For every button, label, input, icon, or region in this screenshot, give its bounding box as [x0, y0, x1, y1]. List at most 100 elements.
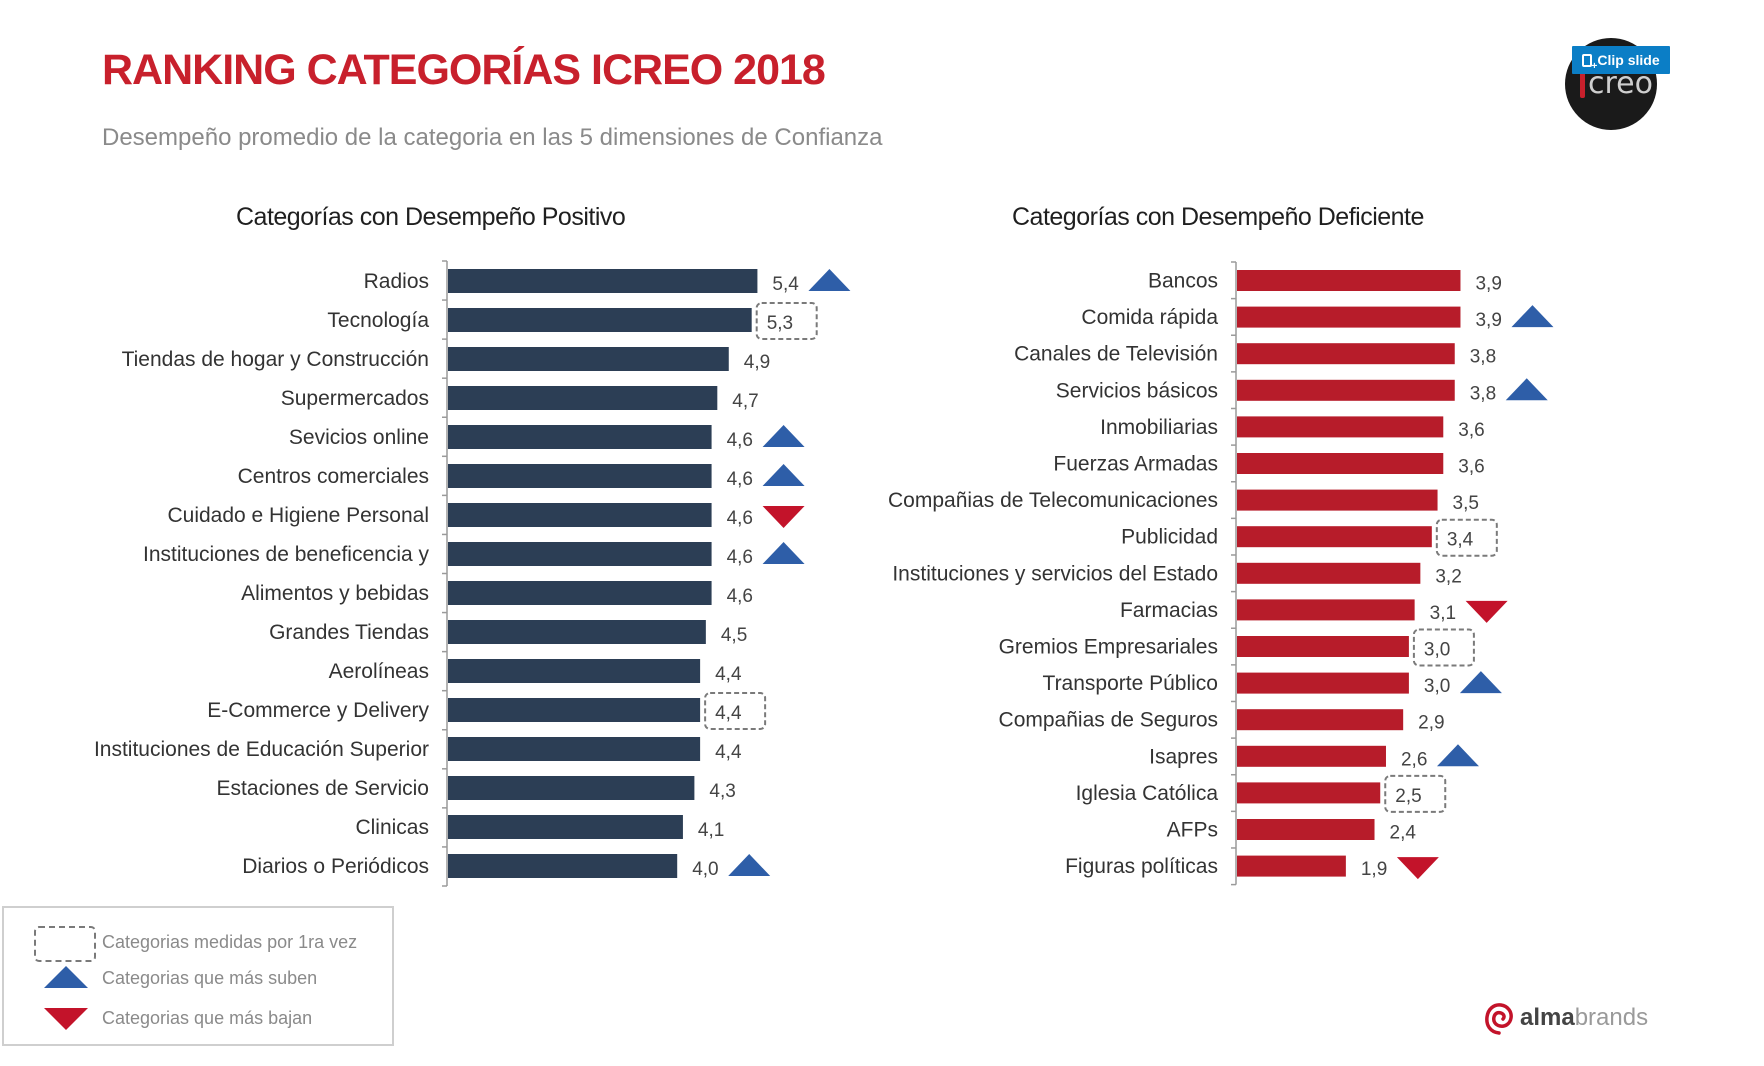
value-label: 4,1 — [698, 820, 724, 841]
legend-up-label: Categorias que más suben — [102, 968, 318, 988]
bar — [1237, 453, 1444, 474]
value-label: 4,6 — [727, 430, 753, 451]
bar — [1237, 270, 1461, 291]
category-label: Servicios básicos — [1056, 379, 1218, 402]
value-label: 3,4 — [1447, 530, 1474, 551]
new-category-box — [1384, 774, 1447, 813]
up-triangle-icon — [1505, 378, 1548, 401]
category-label: Iglesia Católica — [1076, 782, 1219, 805]
value-label: 3,9 — [1475, 310, 1501, 331]
down-triangle-icon — [762, 506, 805, 528]
legend-down-label: Categorias que más bajan — [102, 1008, 313, 1028]
value-label: 3,6 — [1458, 457, 1484, 478]
bar — [1237, 745, 1386, 767]
category-label: Isapres — [1149, 745, 1218, 768]
spiral-icon — [1485, 1003, 1513, 1035]
bar — [448, 776, 695, 800]
value-label: 4,5 — [721, 625, 747, 646]
value-label: 4,6 — [727, 586, 753, 607]
value-label: 4,3 — [709, 781, 735, 802]
value-label: 5,3 — [767, 313, 793, 334]
bar — [448, 386, 718, 410]
page-subtitle: Desempeño promedio de la categoria en la… — [102, 124, 883, 151]
category-label: Canales de Televisión — [1014, 343, 1218, 366]
new-category-box — [1412, 628, 1475, 667]
bar — [448, 854, 678, 878]
clip-slide-label: Clip slide — [1597, 52, 1660, 68]
up-triangle-icon — [762, 464, 805, 486]
value-label: 3,8 — [1470, 383, 1496, 404]
bar — [1237, 306, 1461, 328]
category-label: Grandes Tiendas — [269, 621, 429, 644]
bar — [448, 269, 758, 293]
up-triangle-icon — [1436, 744, 1479, 767]
value-label: 2,5 — [1395, 786, 1421, 807]
category-label: E-Commerce y Delivery — [207, 699, 429, 722]
value-label: 2,9 — [1418, 713, 1444, 734]
value-label: 4,0 — [692, 859, 718, 880]
value-label: 3,0 — [1424, 676, 1450, 697]
category-label: Compañias de Telecomunicaciones — [888, 489, 1218, 512]
bar — [1237, 636, 1409, 657]
category-label: Supermercados — [281, 387, 429, 410]
bar — [1237, 343, 1455, 365]
down-triangle-icon — [1465, 600, 1508, 623]
brand-name-light: brands — [1574, 1004, 1649, 1031]
bar — [448, 425, 712, 449]
category-label: Farmacias — [1120, 599, 1218, 622]
category-label: Instituciones y servicios del Estado — [892, 562, 1218, 585]
legend-new-label: Categorias medidas por 1ra vez — [102, 932, 358, 952]
chart-title-deficient: Categorías con Desempeño Deficiente — [1012, 203, 1424, 231]
category-label: Compañias de Seguros — [999, 709, 1218, 732]
category-label: Sevicios online — [289, 426, 429, 449]
category-label: Comida rápida — [1081, 306, 1218, 329]
value-label: 3,5 — [1453, 493, 1479, 514]
bar — [448, 542, 712, 566]
up-triangle-icon — [808, 269, 851, 291]
icreo-logo-accent — [1580, 72, 1585, 98]
brand-name-bold: alma — [1520, 1004, 1575, 1031]
bar — [1237, 526, 1432, 548]
bar — [1237, 819, 1375, 840]
category-label: Alimentos y bebidas — [241, 582, 429, 605]
category-label: Tiendas de hogar y Construcción — [122, 348, 429, 371]
bar — [448, 698, 701, 722]
value-label: 4,4 — [715, 703, 742, 724]
category-label: Estaciones de Servicio — [217, 777, 429, 800]
value-label: 4,6 — [727, 547, 753, 568]
chart-title-positive: Categorías con Desempeño Positivo — [236, 203, 626, 231]
clip-slide-button[interactable]: Clip slide — [1572, 46, 1670, 74]
value-label: 3,0 — [1424, 640, 1450, 661]
bar — [448, 620, 706, 644]
bar — [1237, 416, 1444, 438]
value-label: 3,2 — [1435, 566, 1461, 587]
bar — [1237, 782, 1381, 804]
new-category-box — [704, 692, 767, 730]
value-label: 3,8 — [1470, 347, 1496, 368]
value-label: 3,1 — [1430, 603, 1456, 624]
value-label: 4,4 — [715, 742, 742, 763]
bar — [1237, 489, 1438, 511]
legend-up-triangle-icon — [44, 966, 88, 988]
value-label: 4,9 — [744, 352, 770, 373]
new-category-box — [1435, 518, 1498, 557]
category-label: Radios — [364, 270, 429, 293]
up-triangle-icon — [762, 425, 805, 447]
almabrands-logo: alma brands — [1484, 1000, 1648, 1036]
category-label: Cuidado e Higiene Personal — [167, 504, 429, 527]
category-label: Instituciones de beneficencia y — [143, 543, 430, 566]
bar — [448, 737, 701, 761]
value-label: 3,9 — [1475, 274, 1501, 295]
category-label: Figuras políticas — [1065, 855, 1218, 878]
legend-down-triangle-icon — [44, 1008, 88, 1030]
up-triangle-icon — [1511, 305, 1554, 328]
value-label: 4,7 — [732, 391, 758, 412]
value-label: 2,4 — [1390, 823, 1417, 844]
value-label: 4,4 — [715, 664, 742, 685]
bar — [448, 815, 683, 839]
bar — [448, 347, 729, 371]
page-title: RANKING CATEGORÍAS ICREO 2018 — [102, 46, 826, 94]
new-category-box — [755, 302, 818, 340]
value-label: 1,9 — [1361, 859, 1387, 880]
